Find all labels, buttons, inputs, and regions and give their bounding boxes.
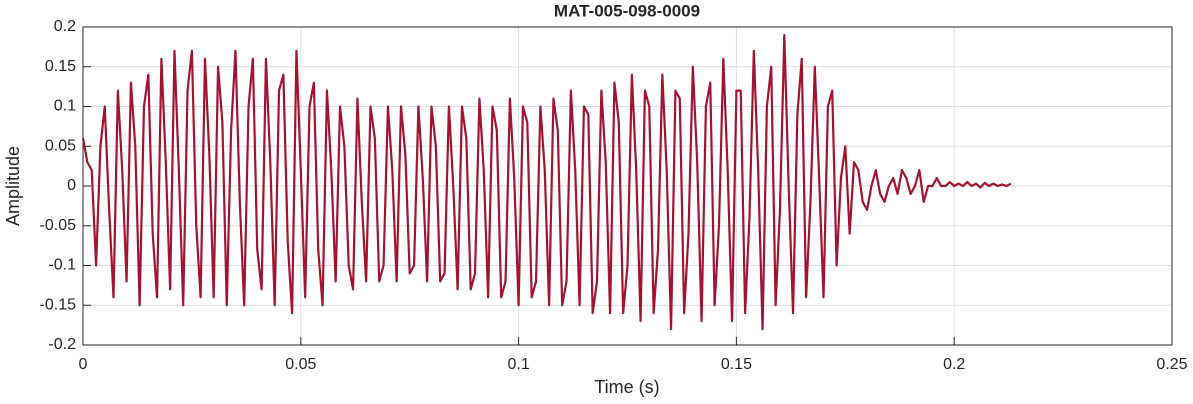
x-tick-label: 0	[79, 356, 88, 373]
y-tick-label: 0.2	[54, 18, 76, 35]
y-tick-label: 0.1	[54, 98, 76, 115]
y-tick-label: -0.15	[40, 296, 77, 313]
y-tick-label: 0	[67, 177, 76, 194]
x-tick-label: 0.2	[943, 356, 965, 373]
y-tick-label: 0.15	[45, 58, 76, 75]
x-tick-label: 0.1	[507, 356, 529, 373]
y-axis-label: Amplitude	[3, 146, 23, 226]
x-axis-label: Time (s)	[594, 377, 659, 397]
x-tick-label: 0.15	[721, 356, 752, 373]
y-tick-label: -0.1	[48, 257, 76, 274]
y-tick-label: -0.2	[48, 336, 76, 353]
chart-title: MAT-005-098-0009	[554, 1, 700, 20]
x-tick-label: 0.05	[285, 356, 316, 373]
y-tick-label: -0.05	[40, 217, 77, 234]
plot-frame	[82, 26, 1173, 346]
x-tick-label: 0.25	[1156, 356, 1187, 373]
signal-line	[81, 33, 1012, 331]
y-tick-label: 0.05	[45, 137, 76, 154]
